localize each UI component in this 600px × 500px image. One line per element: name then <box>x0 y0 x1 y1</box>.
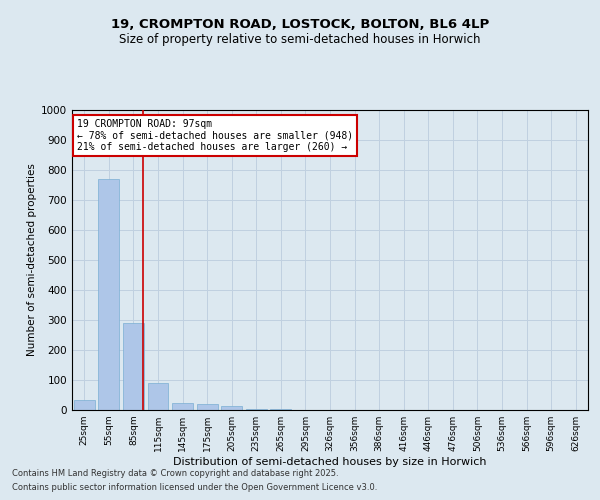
Text: 19 CROMPTON ROAD: 97sqm
← 78% of semi-detached houses are smaller (948)
21% of s: 19 CROMPTON ROAD: 97sqm ← 78% of semi-de… <box>77 119 353 152</box>
Text: Size of property relative to semi-detached houses in Horwich: Size of property relative to semi-detach… <box>119 32 481 46</box>
Bar <box>148 383 169 410</box>
Bar <box>98 179 119 410</box>
Y-axis label: Number of semi-detached properties: Number of semi-detached properties <box>27 164 37 356</box>
Text: Contains public sector information licensed under the Open Government Licence v3: Contains public sector information licen… <box>12 484 377 492</box>
Bar <box>221 406 242 410</box>
X-axis label: Distribution of semi-detached houses by size in Horwich: Distribution of semi-detached houses by … <box>173 457 487 467</box>
Bar <box>197 404 218 410</box>
Bar <box>172 403 193 410</box>
Bar <box>246 408 267 410</box>
Bar <box>123 323 144 410</box>
Text: Contains HM Land Registry data © Crown copyright and database right 2025.: Contains HM Land Registry data © Crown c… <box>12 468 338 477</box>
Text: 19, CROMPTON ROAD, LOSTOCK, BOLTON, BL6 4LP: 19, CROMPTON ROAD, LOSTOCK, BOLTON, BL6 … <box>111 18 489 30</box>
Bar <box>74 400 95 410</box>
